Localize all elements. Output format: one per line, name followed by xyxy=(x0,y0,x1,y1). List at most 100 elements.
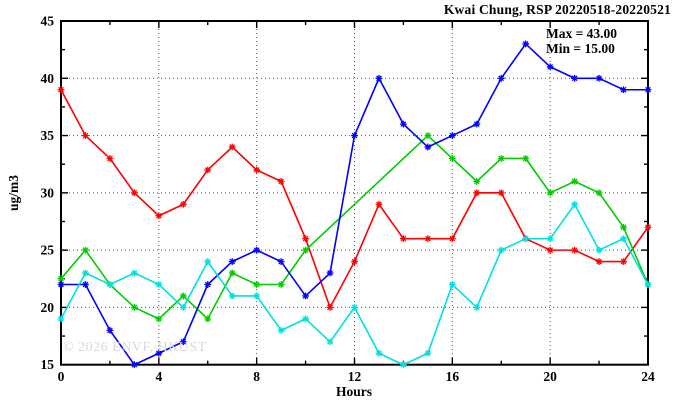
red-series-point xyxy=(400,235,407,243)
cyan-series-point xyxy=(326,338,334,346)
x-tick-label: 20 xyxy=(543,369,557,384)
x-tick-label: 24 xyxy=(641,369,655,384)
green-series-point xyxy=(155,315,163,323)
red-series-point xyxy=(277,177,285,185)
cyan-series-point xyxy=(497,246,505,254)
x-tick-label: 0 xyxy=(58,369,65,384)
cyan-series-point xyxy=(546,235,554,243)
cyan-series-point xyxy=(644,281,652,288)
blue-series-point xyxy=(400,120,407,128)
green-series-point xyxy=(82,246,89,254)
cyan-series-point xyxy=(228,292,236,300)
cyan-series-point xyxy=(448,281,456,288)
red-series-point xyxy=(375,200,383,208)
red-series-point xyxy=(497,189,505,197)
red-series-point xyxy=(620,258,627,265)
green-series-point xyxy=(204,315,212,323)
green-series-point xyxy=(546,189,554,197)
green-series-point xyxy=(448,155,456,162)
y-tick-label: 45 xyxy=(41,14,55,29)
cyan-series-point xyxy=(179,304,187,311)
y-tick-label: 35 xyxy=(41,128,55,143)
green-series-point xyxy=(179,292,187,300)
red-series-point xyxy=(106,155,114,162)
red-series-point xyxy=(546,246,554,254)
axis-ticks xyxy=(60,20,649,366)
green-series-point xyxy=(277,281,285,288)
green-series-point xyxy=(302,246,309,254)
red-series-point xyxy=(644,223,652,231)
blue-series-point xyxy=(522,40,530,48)
cyan-series-point xyxy=(351,304,358,311)
red-series-point xyxy=(228,143,236,151)
max-min-annotation: Max = 43.00 Min = 15.00 xyxy=(546,26,617,56)
red-series-point xyxy=(595,258,603,265)
red-series xyxy=(57,86,652,311)
blue-series-point xyxy=(106,326,114,334)
y-tick-labels: 15 20 25 30 35 40 45 xyxy=(41,14,55,373)
x-tick-label: 8 xyxy=(253,369,260,384)
red-series-point xyxy=(351,258,358,265)
red-series-point xyxy=(130,189,138,197)
cyan-series-point xyxy=(400,361,407,369)
green-series xyxy=(57,132,652,323)
y-tick-label: 30 xyxy=(41,185,55,200)
red-series-point xyxy=(57,86,65,94)
chart-title: Kwai Chung, RSP 20220518-20220521 xyxy=(443,2,671,17)
blue-series-point xyxy=(375,74,383,82)
blue-series-point xyxy=(326,269,334,277)
green-series-point xyxy=(620,223,627,231)
green-series-point xyxy=(253,281,261,288)
red-series-point xyxy=(326,304,334,311)
green-series-point xyxy=(473,177,481,185)
x-tick-label: 12 xyxy=(348,369,362,384)
gridlines xyxy=(61,21,648,365)
cyan-series-point xyxy=(277,326,285,334)
green-series-point xyxy=(424,132,432,139)
red-series-point xyxy=(424,235,432,243)
red-series-point xyxy=(302,235,309,243)
cyan-series-point xyxy=(571,200,579,208)
green-series-point xyxy=(522,155,530,162)
cyan-series-point xyxy=(375,349,383,357)
blue-series xyxy=(57,40,652,369)
blue-series-point xyxy=(473,120,481,128)
blue-series-point xyxy=(620,86,627,94)
green-series-point xyxy=(130,304,138,311)
watermark: © 2026 ENVF, HKUST xyxy=(63,340,207,355)
cyan-series-point xyxy=(302,315,309,323)
red-series-point xyxy=(155,212,163,220)
x-tick-label: 4 xyxy=(155,369,162,384)
blue-series-point xyxy=(130,361,138,369)
red-series-point xyxy=(571,246,579,254)
x-tick-labels: 0 4 8 12 16 20 24 xyxy=(58,369,655,384)
green-series-point xyxy=(497,155,505,162)
y-tick-label: 40 xyxy=(41,71,55,86)
cyan-series-point xyxy=(204,258,212,265)
red-series-point xyxy=(179,200,187,208)
cyan-series-point xyxy=(253,292,261,300)
min-annotation: Min = 15.00 xyxy=(546,41,615,56)
cyan-series-point xyxy=(57,315,65,323)
blue-series-point xyxy=(179,338,187,346)
blue-series-point xyxy=(57,281,65,288)
cyan-series-point xyxy=(620,235,627,243)
cyan-series-point xyxy=(155,281,163,288)
blue-series-point xyxy=(228,258,236,265)
cyan-series xyxy=(57,200,652,369)
blue-series-point xyxy=(351,132,358,139)
x-axis-title: Hours xyxy=(335,384,373,399)
cyan-series-point xyxy=(473,304,481,311)
max-annotation: Max = 43.00 xyxy=(546,26,618,41)
green-series-point xyxy=(57,275,65,283)
red-series-point xyxy=(473,189,481,197)
blue-series-point xyxy=(155,349,163,357)
y-tick-label: 25 xyxy=(41,243,55,258)
blue-series-point xyxy=(448,132,456,139)
blue-series-point xyxy=(571,74,579,82)
blue-series-point xyxy=(253,246,261,254)
cyan-series-point xyxy=(522,235,530,243)
green-series-point xyxy=(571,177,579,185)
